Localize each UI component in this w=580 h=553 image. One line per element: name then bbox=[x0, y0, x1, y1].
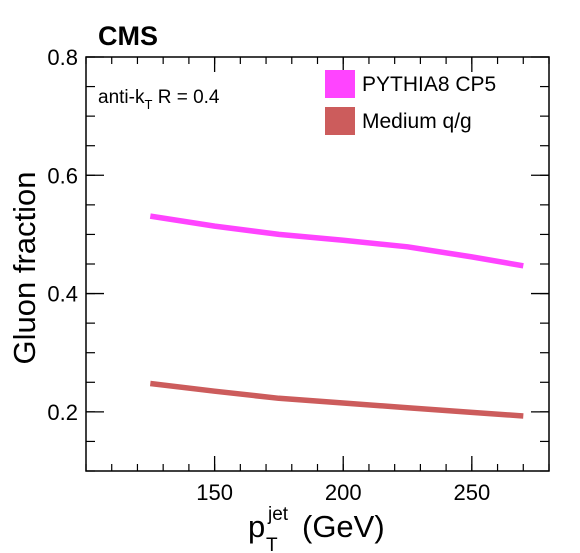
experiment-label: CMS bbox=[98, 21, 158, 51]
y-tick-label: 0.8 bbox=[47, 45, 78, 70]
x-axis-title-superscript: jet bbox=[267, 504, 289, 525]
legend-swatch-pythia8 bbox=[325, 70, 355, 98]
y-tick-label: 0.2 bbox=[47, 400, 78, 425]
annotation-rest: R = 0.4 bbox=[152, 87, 219, 108]
x-axis-title-main: p bbox=[248, 509, 265, 544]
plot-frame bbox=[85, 56, 550, 472]
x-axis-title: p T jet (GeV) bbox=[248, 504, 385, 553]
x-tick-label: 150 bbox=[196, 480, 233, 505]
major-ticks bbox=[86, 56, 549, 471]
jet-algorithm-annotation: anti-kT R = 0.4 bbox=[98, 87, 220, 112]
y-tick-labels: 0.2 0.4 0.6 0.8 bbox=[47, 45, 78, 425]
legend-label-medium-qg: Medium q/g bbox=[362, 110, 472, 133]
annotation-main: anti-k bbox=[98, 87, 145, 108]
minor-ticks bbox=[85, 56, 550, 472]
x-tick-label: 200 bbox=[325, 480, 362, 505]
annotation-subscript: T bbox=[144, 97, 152, 112]
x-tick-labels: 150 200 250 bbox=[196, 480, 490, 505]
series-layer bbox=[149, 213, 524, 419]
legend-label-pythia8: PYTHIA8 CP5 bbox=[362, 73, 496, 96]
y-axis-title: Gluon fraction bbox=[7, 172, 42, 365]
y-tick-label: 0.4 bbox=[47, 282, 78, 307]
series-line-medium-qg bbox=[149, 380, 524, 419]
x-axis-title-units: (GeV) bbox=[302, 509, 385, 544]
x-tick-label: 250 bbox=[453, 480, 490, 505]
x-axis-title-subscript: T bbox=[266, 535, 278, 553]
y-tick-label: 0.6 bbox=[47, 163, 78, 188]
legend: PYTHIA8 CP5 Medium q/g bbox=[325, 70, 496, 135]
series-line-pythia8 bbox=[149, 213, 524, 269]
legend-swatch-medium-qg bbox=[325, 107, 355, 135]
